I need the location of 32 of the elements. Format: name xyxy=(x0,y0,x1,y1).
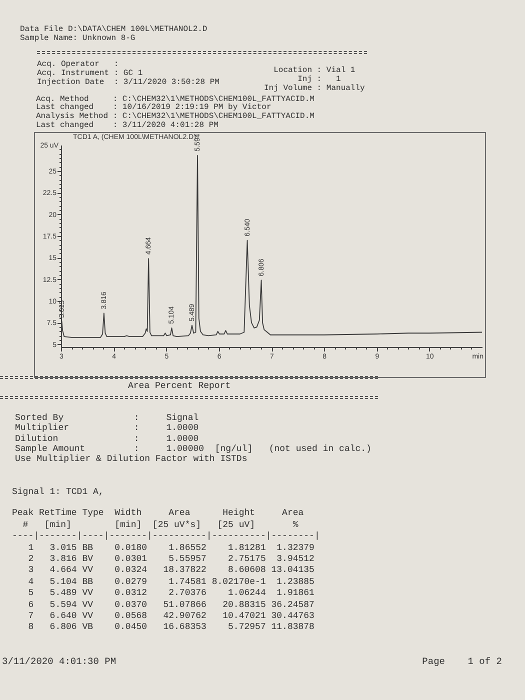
text: Data File D:\DATA\CHEM 100L\METHANOL2.D xyxy=(20,24,208,34)
text: ----|-------|----|-------|----------|----------|--------| xyxy=(12,531,320,543)
text: Sample Name: Unknown 8-G xyxy=(20,34,136,42)
text: 7 6.640 VV 0.0568 42.90762 10.47021 30.44763 xyxy=(27,611,314,622)
text: 3/11/2020 4:01:30 PM xyxy=(2,656,116,667)
text: 8 6.806 VB 0.0450 16.68353 5.72957 11.83878 xyxy=(27,622,314,634)
text: Signal 1: TCD1 A, xyxy=(12,487,104,498)
text: 3 4.664 VV 0.0324 18.37822 8.60608 13.04135 xyxy=(27,565,314,577)
text: Injection Date : 3/11/2020 3:50:28 PM xyxy=(37,78,220,86)
text: Area Percent Report xyxy=(128,381,231,392)
text: Acq. Method : C:\CHEM32\1\METHODS\CHEM100L_FATTYACID.M xyxy=(36,94,314,104)
text: Use Multiplier & Dilution Factor with ISTDs xyxy=(15,454,248,464)
text: Acq. Instrument : GC 1 xyxy=(37,68,143,78)
text: Inj Volume : Manually xyxy=(264,84,365,92)
text: Sample Amount : 1.00000 [ng/ul] (not used in calc.) xyxy=(15,444,372,454)
text: 5 5.489 VV 0.0312 2.70376 1.06244 1.91861 xyxy=(27,588,314,600)
text: Last changed : 3/11/2020 4:01:28 PM xyxy=(36,120,218,131)
text: Analysis Method : C:\CHEM32\1\METHODS\CHEM100L_FATTYACID.M xyxy=(36,112,314,122)
text: Sorted By : Signal xyxy=(15,412,199,424)
text: Location : Vial 1 xyxy=(272,66,356,74)
text: Page 1 of 2 xyxy=(422,656,502,667)
text: Last changed : 10/16/2019 2:19:19 PM by Victor xyxy=(36,103,272,112)
text: # [min] [min] [25 uV*s] [25 uV] % xyxy=(22,520,298,532)
text: 4 5.104 BB 0.0279 1.74581 8.02170e-1 1.23885 xyxy=(27,576,314,588)
text: Multiplier : 1.0000 xyxy=(15,423,199,434)
text: Acq. Operator : xyxy=(37,60,119,68)
text: 6 5.594 VV 0.0370 51.07866 20.88315 36.24587 xyxy=(27,600,314,612)
text: 2 3.816 BV 0.0301 5.55957 2.75175 3.94512 xyxy=(27,554,314,566)
text: Dilution : 1.0000 xyxy=(15,434,199,444)
text: Peak RetTime Type Width Area Height Area xyxy=(12,508,304,520)
text: 1 3.015 BB 0.0180 1.86552 1.81281 1.32379 xyxy=(27,542,314,554)
text: Inj : 1 xyxy=(298,74,341,84)
